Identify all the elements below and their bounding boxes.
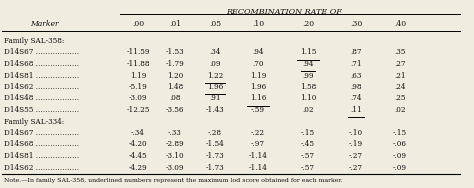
Text: D14S68 ………………: D14S68 ……………… bbox=[4, 140, 79, 149]
Text: .99: .99 bbox=[302, 71, 314, 80]
Text: -.59: -.59 bbox=[251, 106, 265, 114]
Text: .94: .94 bbox=[252, 49, 264, 57]
Text: .71: .71 bbox=[350, 60, 362, 68]
Text: .00: .00 bbox=[132, 20, 144, 28]
Text: -1.43: -1.43 bbox=[206, 106, 224, 114]
Text: 1.10: 1.10 bbox=[300, 95, 316, 102]
Text: RECOMBINATION RATE OF: RECOMBINATION RATE OF bbox=[226, 8, 342, 16]
Text: .24: .24 bbox=[394, 83, 406, 91]
Text: Note.—In family SAL-358, underlined numbers represent the maximum lod score obta: Note.—In family SAL-358, underlined numb… bbox=[4, 178, 343, 183]
Text: -5.19: -5.19 bbox=[128, 83, 147, 91]
Text: 1.58: 1.58 bbox=[300, 83, 316, 91]
Text: D14S67 ………………: D14S67 ……………… bbox=[4, 129, 79, 137]
Text: 1.20: 1.20 bbox=[167, 71, 183, 80]
Text: 1.22: 1.22 bbox=[207, 71, 223, 80]
Text: 1.48: 1.48 bbox=[167, 83, 183, 91]
Text: .63: .63 bbox=[350, 71, 362, 80]
Text: .35: .35 bbox=[394, 49, 406, 57]
Text: Marker: Marker bbox=[30, 20, 58, 28]
Text: -1.73: -1.73 bbox=[206, 164, 224, 171]
Text: D14S81 ………………: D14S81 ……………… bbox=[4, 152, 79, 160]
Text: -12.25: -12.25 bbox=[126, 106, 150, 114]
Text: -.22: -.22 bbox=[251, 129, 265, 137]
Text: -.57: -.57 bbox=[301, 164, 315, 171]
Text: -3.09: -3.09 bbox=[129, 95, 147, 102]
Text: .01: .01 bbox=[169, 20, 181, 28]
Text: -.97: -.97 bbox=[251, 140, 265, 149]
Text: D14S68 ………………: D14S68 ……………… bbox=[4, 60, 79, 68]
Text: -1.14: -1.14 bbox=[248, 164, 267, 171]
Text: -.34: -.34 bbox=[131, 129, 145, 137]
Text: .98: .98 bbox=[350, 83, 362, 91]
Text: -2.89: -2.89 bbox=[166, 140, 184, 149]
Text: .94: .94 bbox=[302, 60, 314, 68]
Text: -1.54: -1.54 bbox=[206, 140, 224, 149]
Text: .25: .25 bbox=[394, 95, 406, 102]
Text: D14S55 ………………: D14S55 ……………… bbox=[4, 106, 79, 114]
Text: .11: .11 bbox=[350, 106, 362, 114]
Text: .27: .27 bbox=[394, 60, 406, 68]
Text: -3.10: -3.10 bbox=[166, 152, 184, 160]
Text: -3.56: -3.56 bbox=[166, 106, 184, 114]
Text: .21: .21 bbox=[394, 71, 406, 80]
Text: 1.96: 1.96 bbox=[207, 83, 223, 91]
Text: -.09: -.09 bbox=[393, 152, 407, 160]
Text: -1.73: -1.73 bbox=[206, 152, 224, 160]
Text: .20: .20 bbox=[302, 20, 314, 28]
Text: -1.53: -1.53 bbox=[166, 49, 184, 57]
Text: -1.79: -1.79 bbox=[165, 60, 184, 68]
Text: .05: .05 bbox=[209, 20, 221, 28]
Text: -1.14: -1.14 bbox=[248, 152, 267, 160]
Text: .87: .87 bbox=[350, 49, 362, 57]
Text: -.06: -.06 bbox=[393, 140, 407, 149]
Text: -3.09: -3.09 bbox=[166, 164, 184, 171]
Text: -.09: -.09 bbox=[393, 164, 407, 171]
Text: -.27: -.27 bbox=[349, 164, 363, 171]
Text: .10: .10 bbox=[252, 20, 264, 28]
Text: -11.88: -11.88 bbox=[126, 60, 150, 68]
Text: .02: .02 bbox=[302, 106, 314, 114]
Text: .09: .09 bbox=[209, 60, 221, 68]
Text: .08: .08 bbox=[169, 95, 181, 102]
Text: Family SAL-358:: Family SAL-358: bbox=[4, 37, 64, 45]
Text: -.57: -.57 bbox=[301, 152, 315, 160]
Text: .91: .91 bbox=[209, 95, 221, 102]
Text: D14S62 ………………: D14S62 ……………… bbox=[4, 83, 79, 91]
Text: 1.15: 1.15 bbox=[300, 49, 316, 57]
Text: .34: .34 bbox=[210, 49, 221, 57]
Text: -.15: -.15 bbox=[393, 129, 407, 137]
Text: -.45: -.45 bbox=[301, 140, 315, 149]
Text: -.33: -.33 bbox=[168, 129, 182, 137]
Text: -.19: -.19 bbox=[349, 140, 363, 149]
Text: .30: .30 bbox=[350, 20, 362, 28]
Text: -4.45: -4.45 bbox=[128, 152, 147, 160]
Text: -11.59: -11.59 bbox=[126, 49, 150, 57]
Text: .40: .40 bbox=[394, 20, 406, 28]
Text: .02: .02 bbox=[394, 106, 406, 114]
Text: .70: .70 bbox=[252, 60, 264, 68]
Text: -.28: -.28 bbox=[208, 129, 222, 137]
Text: Family SAL-334:: Family SAL-334: bbox=[4, 118, 64, 126]
Text: -4.20: -4.20 bbox=[128, 140, 147, 149]
Text: 1.19: 1.19 bbox=[130, 71, 146, 80]
Text: -4.29: -4.29 bbox=[128, 164, 147, 171]
Text: D14S81 ………………: D14S81 ……………… bbox=[4, 71, 79, 80]
Text: D14S48 ………………: D14S48 ……………… bbox=[4, 95, 79, 102]
Text: 1.19: 1.19 bbox=[250, 71, 266, 80]
Text: -.10: -.10 bbox=[349, 129, 363, 137]
Text: .74: .74 bbox=[350, 95, 362, 102]
Text: 1.96: 1.96 bbox=[250, 83, 266, 91]
Text: 1.16: 1.16 bbox=[250, 95, 266, 102]
Text: -.15: -.15 bbox=[301, 129, 315, 137]
Text: -.27: -.27 bbox=[349, 152, 363, 160]
Text: D14S62 ………………: D14S62 ……………… bbox=[4, 164, 79, 171]
Text: D14S67 ………………: D14S67 ……………… bbox=[4, 49, 79, 57]
